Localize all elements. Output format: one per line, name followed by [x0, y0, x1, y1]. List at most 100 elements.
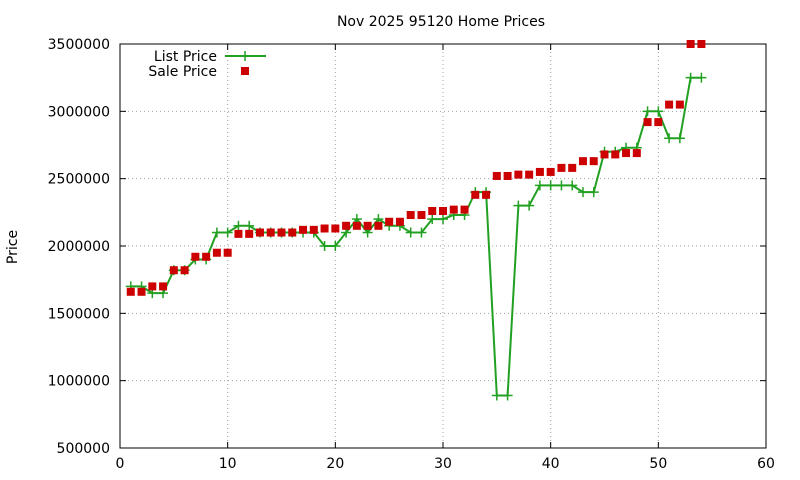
sale-price-point [137, 287, 146, 296]
sale-price-point [363, 221, 372, 230]
y-tick-label: 3500000 [48, 37, 110, 53]
sale-price-point [169, 266, 178, 275]
chart-title: Nov 2025 95120 Home Prices [337, 14, 545, 30]
sale-price-point [255, 228, 264, 237]
sale-price-point [686, 40, 695, 48]
x-tick-label: 60 [757, 456, 775, 472]
sale-price-point [503, 171, 512, 180]
y-tick-label: 3000000 [48, 104, 110, 120]
list-price-point [416, 227, 427, 238]
list-price-point [653, 106, 664, 117]
y-tick-label: 1000000 [48, 374, 110, 390]
series-layer [125, 40, 707, 401]
sale-price-point [589, 157, 598, 166]
sale-price-point [654, 118, 663, 127]
sale-price-point [126, 287, 135, 296]
sale-price-point [266, 228, 275, 237]
list-price-point [577, 187, 588, 198]
list-price-point [405, 227, 416, 238]
sale-price-point [417, 211, 426, 220]
x-tick-label: 30 [434, 456, 452, 472]
list-price-point [664, 133, 675, 144]
x-tick-label: 10 [219, 456, 237, 472]
sale-price-point [568, 163, 577, 172]
sale-price-point [331, 224, 340, 233]
list-price-point [545, 180, 556, 191]
sale-price-point [460, 205, 469, 214]
legend-label-list-price: List Price [154, 49, 217, 65]
x-tick-label: 20 [326, 456, 344, 472]
sale-price-point [643, 118, 652, 127]
sale-price-point [578, 157, 587, 166]
list-price-point [524, 200, 535, 211]
sale-price-point [342, 221, 351, 230]
sale-price-point [148, 282, 157, 291]
sale-price-point [514, 170, 523, 179]
sale-price-point [395, 217, 404, 226]
legend: List Price Sale Price [148, 49, 266, 80]
sale-price-point [202, 252, 211, 261]
sale-price-point [557, 163, 566, 172]
list-price-point [534, 180, 545, 191]
x-tick-label: 0 [116, 456, 125, 472]
list-price-point [567, 180, 578, 191]
sale-price-point [611, 150, 620, 159]
list-price-point [642, 106, 653, 117]
sale-price-point [449, 205, 458, 214]
sale-price-point [665, 100, 674, 109]
list-price-point [330, 241, 341, 251]
axis-ticks: 0 10 20 30 40 50 60 500000 1000000 1500000 2000000… [48, 37, 775, 472]
list-price-point [427, 214, 438, 225]
sale-price-point [675, 100, 684, 109]
sale-price-point [632, 149, 641, 158]
sale-price-point [374, 221, 383, 230]
y-tick-label: 1500000 [48, 306, 110, 322]
sale-price-point [622, 149, 631, 158]
list-price-point [556, 180, 567, 191]
list-price-point [696, 72, 707, 83]
sale-price-point [428, 206, 437, 215]
sale-price-point [535, 167, 544, 176]
list-price-point [491, 390, 502, 401]
list-price-point [319, 241, 330, 251]
list-price-point [674, 133, 685, 144]
sale-price-point [600, 150, 609, 159]
sale-price-point [159, 282, 168, 291]
list-price-point [222, 227, 233, 238]
legend-label-sale-price: Sale Price [148, 64, 217, 80]
list-price-point [438, 214, 448, 225]
sale-price-point [277, 228, 286, 237]
y-tick-label: 500000 [57, 441, 110, 457]
list-price-point [588, 187, 599, 198]
sale-price-point [352, 221, 361, 230]
list-price-point [502, 390, 513, 401]
legend-sample-list-price [225, 51, 266, 61]
sale-price-point [180, 266, 189, 275]
sale-price-point [223, 248, 232, 257]
sale-price-point [245, 229, 254, 238]
y-tick-label: 2500000 [48, 172, 110, 188]
grid-lines [120, 44, 766, 448]
x-tick-label: 40 [542, 456, 560, 472]
sale-price-point [482, 190, 491, 199]
sale-price-point [234, 229, 243, 238]
sale-price-point [406, 211, 415, 220]
sale-price-point [385, 217, 394, 226]
sale-price-point [299, 225, 308, 234]
list-price-point [685, 72, 696, 83]
sale-price-point [697, 40, 706, 48]
sale-price-point [492, 171, 501, 180]
list-price-point [244, 220, 255, 231]
y-tick-label: 2000000 [48, 239, 110, 255]
x-tick-label: 50 [649, 456, 667, 472]
sale-price-point [212, 248, 221, 257]
legend-sample-sale-price [241, 67, 249, 75]
sale-price-point [525, 170, 534, 179]
sale-price-point [471, 190, 480, 199]
list-price-point [233, 220, 244, 231]
list-price-point [211, 227, 222, 238]
sale-price-point [288, 228, 297, 237]
sale-price-point [191, 252, 200, 261]
sale-price-point [320, 224, 329, 233]
